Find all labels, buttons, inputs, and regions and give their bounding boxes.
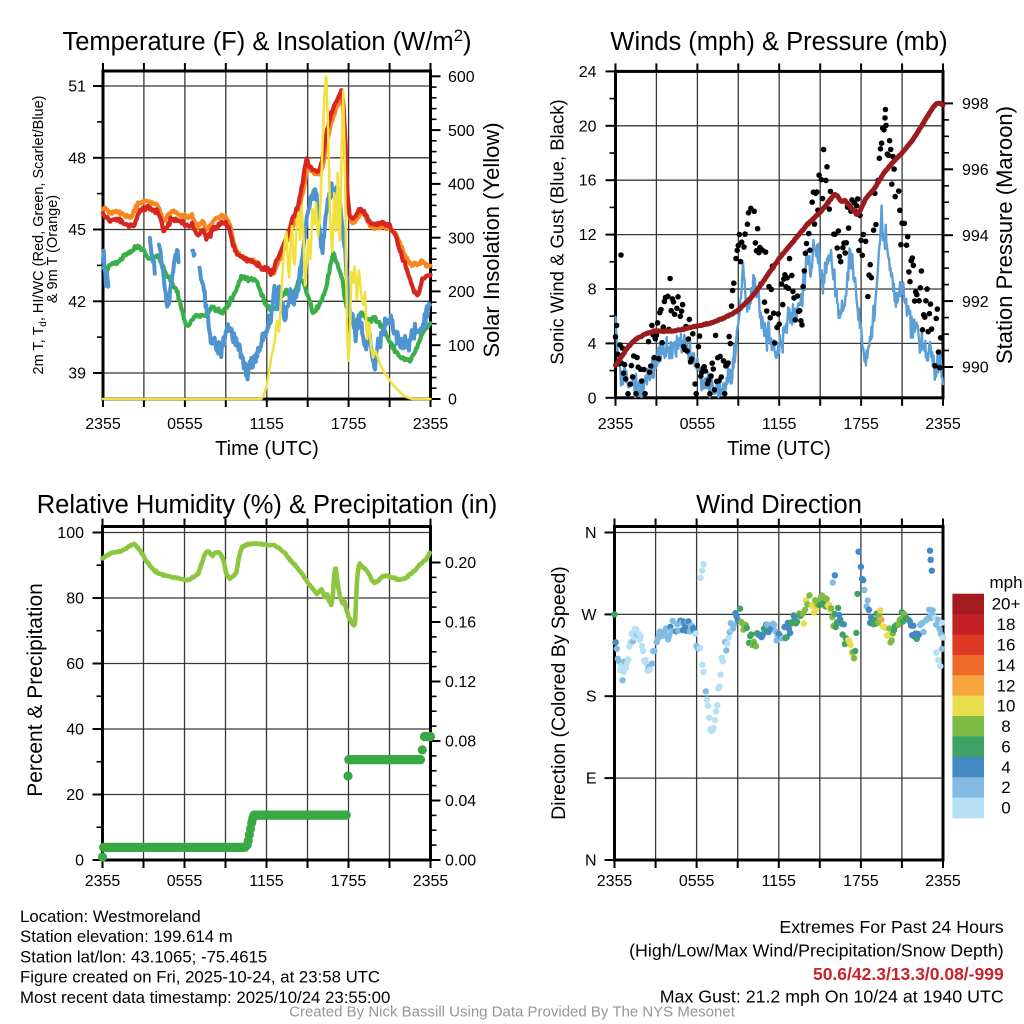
svg-text:60: 60 — [66, 656, 84, 673]
svg-text:24: 24 — [579, 64, 597, 81]
svg-text:0.16: 0.16 — [445, 615, 476, 632]
svg-text:39: 39 — [68, 366, 86, 383]
svg-text:1155: 1155 — [762, 873, 797, 890]
svg-text:0555: 0555 — [680, 416, 716, 433]
svg-text:996: 996 — [962, 162, 989, 179]
svg-text:Created By Nick Bassill Using: Created By Nick Bassill Using Data Provi… — [289, 1004, 736, 1021]
svg-text:0.12: 0.12 — [445, 674, 476, 691]
svg-text:1755: 1755 — [843, 873, 879, 890]
svg-text:0555: 0555 — [167, 416, 203, 433]
svg-text:500: 500 — [448, 123, 475, 140]
svg-text:990: 990 — [962, 360, 989, 377]
svg-text:0.00: 0.00 — [445, 853, 476, 870]
svg-text:14: 14 — [997, 656, 1016, 675]
svg-text:4: 4 — [588, 336, 597, 353]
svg-text:994: 994 — [962, 228, 989, 245]
svg-text:Time (UTC): Time (UTC) — [727, 438, 831, 460]
svg-text:Station elevation: 199.614 m: Station elevation: 199.614 m — [20, 927, 233, 946]
svg-text:Percent & Precipitation: Percent & Precipitation — [24, 583, 47, 797]
svg-text:2355: 2355 — [413, 873, 449, 890]
svg-text:N: N — [585, 852, 597, 869]
svg-text:12: 12 — [997, 676, 1016, 695]
svg-text:0: 0 — [1001, 799, 1010, 818]
svg-text:2355: 2355 — [597, 873, 633, 890]
svg-text:1155: 1155 — [250, 416, 285, 433]
svg-text:8: 8 — [588, 282, 597, 299]
svg-text:1155: 1155 — [762, 416, 797, 433]
svg-text:Winds (mph) & Pressure (mb): Winds (mph) & Pressure (mb) — [610, 28, 947, 56]
svg-text:Extremes For Past 24 Hours: Extremes For Past 24 Hours — [779, 917, 1003, 937]
svg-text:Max Gust: 21.2 mph On 10/24 at: Max Gust: 21.2 mph On 10/24 at 1940 UTC — [660, 986, 1004, 1006]
svg-text:4: 4 — [1001, 758, 1010, 777]
svg-text:992: 992 — [962, 294, 989, 311]
svg-text:1755: 1755 — [331, 873, 367, 890]
svg-text:2355: 2355 — [598, 416, 634, 433]
svg-text:Time (UTC): Time (UTC) — [215, 438, 319, 460]
svg-text:0: 0 — [448, 392, 457, 409]
svg-text:20: 20 — [66, 787, 84, 804]
svg-text:8: 8 — [1001, 717, 1010, 736]
svg-text:80: 80 — [66, 590, 84, 607]
svg-text:300: 300 — [448, 230, 475, 247]
svg-text:(High/Low/Max Wind/Precipitati: (High/Low/Max Wind/Precipitation/Snow De… — [629, 940, 1004, 960]
svg-text:0.08: 0.08 — [445, 734, 476, 751]
svg-text:45: 45 — [68, 222, 86, 239]
svg-text:10: 10 — [997, 697, 1016, 716]
svg-text:998: 998 — [962, 96, 989, 113]
svg-text:Figure created on Fri, 2025-10: Figure created on Fri, 2025-10-24, at 23… — [20, 968, 380, 987]
svg-text:Relative Humidity (%) & Precip: Relative Humidity (%) & Precipitation (i… — [37, 491, 498, 519]
svg-text:20+: 20+ — [992, 595, 1021, 614]
svg-text:42: 42 — [68, 294, 86, 311]
svg-text:0: 0 — [75, 853, 84, 870]
svg-text:2355: 2355 — [925, 416, 961, 433]
svg-text:0.20: 0.20 — [445, 555, 476, 572]
svg-text:2m T, Td, HI/WC (Red, Green, S: 2m T, Td, HI/WC (Red, Green, Scarlet/Blu… — [31, 96, 49, 375]
svg-text:40: 40 — [66, 721, 84, 738]
svg-text:Direction (Colored By Speed): Direction (Colored By Speed) — [548, 566, 570, 820]
svg-text:16: 16 — [579, 173, 597, 190]
svg-text:W: W — [581, 607, 597, 624]
svg-text:Location: Westmoreland: Location: Westmoreland — [20, 907, 201, 926]
svg-text:Most recent data timestamp: 20: Most recent data timestamp: 2025/10/24 2… — [20, 988, 390, 1007]
svg-text:51: 51 — [68, 79, 86, 96]
svg-text:2355: 2355 — [85, 416, 121, 433]
svg-text:S: S — [586, 689, 597, 706]
svg-text:400: 400 — [448, 177, 475, 194]
svg-text:18: 18 — [997, 615, 1016, 634]
svg-text:600: 600 — [448, 69, 475, 86]
svg-text:12: 12 — [579, 227, 597, 244]
svg-text:20: 20 — [579, 118, 597, 135]
svg-text:mph: mph — [989, 573, 1022, 592]
svg-text:0.04: 0.04 — [445, 793, 476, 810]
svg-text:0: 0 — [588, 390, 597, 407]
svg-text:16: 16 — [997, 635, 1016, 654]
svg-text:100: 100 — [448, 338, 475, 355]
svg-text:1155: 1155 — [249, 873, 284, 890]
svg-text:Station Pressure (Maroon): Station Pressure (Maroon) — [992, 106, 1017, 364]
svg-text:0555: 0555 — [167, 873, 203, 890]
svg-text:48: 48 — [68, 150, 86, 167]
svg-text:50.6/42.3/13.3/0.08/-999: 50.6/42.3/13.3/0.08/-999 — [813, 964, 1004, 984]
svg-text:100: 100 — [57, 525, 84, 542]
svg-text:& 9m T (Orange): & 9m T (Orange) — [45, 195, 61, 303]
svg-text:2355: 2355 — [925, 873, 961, 890]
svg-text:0555: 0555 — [679, 873, 715, 890]
svg-text:Station lat/lon: 43.1065; -75.: Station lat/lon: 43.1065; -75.4615 — [20, 947, 267, 966]
svg-text:Temperature (F) & Insolation (: Temperature (F) & Insolation (W/m2) — [62, 26, 471, 56]
svg-text:2: 2 — [1001, 778, 1010, 797]
svg-text:2355: 2355 — [413, 416, 449, 433]
svg-text:1755: 1755 — [331, 416, 367, 433]
svg-text:6: 6 — [1001, 737, 1010, 756]
svg-text:Wind Direction: Wind Direction — [696, 491, 862, 519]
svg-text:Sonic Wind & Gust (Blue, Black: Sonic Wind & Gust (Blue, Black) — [547, 99, 568, 364]
svg-text:N: N — [585, 525, 597, 542]
svg-text:2355: 2355 — [85, 873, 121, 890]
svg-text:1755: 1755 — [843, 416, 879, 433]
svg-text:E: E — [586, 771, 597, 788]
svg-text:Solar Insolation (Yellow): Solar Insolation (Yellow) — [479, 122, 504, 357]
svg-text:200: 200 — [448, 284, 475, 301]
